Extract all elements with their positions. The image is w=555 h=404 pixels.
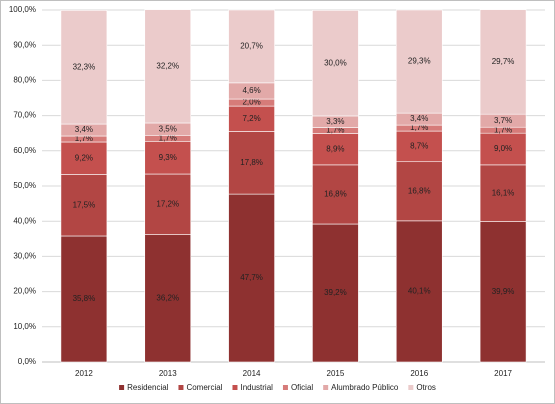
y-tick-label: 100,0% [9, 5, 36, 14]
data-label: 1,7% [410, 123, 428, 132]
data-label: 16,8% [324, 190, 347, 199]
data-label: 29,3% [408, 57, 431, 66]
data-label: 20,7% [240, 42, 263, 51]
bar-segment [228, 131, 275, 195]
y-tick-label: 70,0% [13, 111, 36, 120]
data-label: 17,8% [240, 158, 263, 167]
bar-segment [312, 164, 359, 225]
data-label: 3,4% [410, 114, 428, 123]
data-label: 39,9% [492, 287, 515, 296]
bar-segment [479, 9, 527, 115]
data-label: 3,5% [159, 124, 177, 133]
data-label: 32,3% [73, 62, 96, 71]
bar-segment [479, 221, 527, 363]
bar-segment [312, 133, 359, 166]
bar-segment [395, 220, 443, 363]
data-label: 3,4% [75, 125, 93, 134]
y-tick-label: 10,0% [13, 322, 36, 331]
data-label: 29,7% [492, 57, 515, 66]
bar-segment [395, 9, 443, 114]
bar-segment [312, 10, 359, 117]
data-label: 3,3% [326, 117, 344, 126]
data-label: 9,3% [159, 153, 177, 162]
data-label: 9,2% [75, 153, 93, 162]
y-tick-label: 50,0% [13, 181, 36, 190]
data-label: 1,7% [494, 125, 512, 134]
bar-segment [312, 223, 359, 363]
y-tick-label: 90,0% [13, 40, 36, 49]
legend-label: Alumbrado Público [331, 383, 399, 392]
data-label: 1,7% [326, 126, 344, 135]
data-label: 1,7% [159, 133, 177, 142]
y-tick-label: 0,0% [18, 357, 36, 366]
bar-segment [144, 234, 192, 363]
legend-label: Oficial [291, 383, 313, 392]
data-label: 32,2% [156, 61, 179, 70]
data-label: 8,7% [410, 142, 428, 151]
y-tick-label: 20,0% [13, 287, 36, 296]
bar-segment [60, 235, 108, 363]
bar-segment [395, 130, 443, 163]
x-tick-label: 2017 [494, 369, 512, 378]
x-tick-label: 2012 [75, 369, 93, 378]
legend-swatch [178, 385, 184, 390]
legend-swatch [282, 385, 288, 390]
data-label: 7,2% [242, 114, 260, 123]
data-label: 47,7% [240, 273, 263, 282]
data-label: 16,1% [492, 188, 515, 197]
y-tick-label: 30,0% [13, 252, 36, 261]
data-label: 40,1% [408, 287, 431, 296]
legend-label: Comercial [186, 383, 222, 392]
data-label: 2,0% [242, 98, 260, 107]
x-tick-label: 2014 [243, 369, 261, 378]
bar-segment [144, 140, 192, 175]
data-label: 3,7% [494, 116, 512, 125]
legend-label: Residencial [127, 383, 169, 392]
legend-swatch [408, 385, 414, 390]
y-tick-label: 80,0% [13, 76, 36, 85]
data-label: 1,7% [75, 134, 93, 143]
data-label: 16,8% [408, 186, 431, 195]
bar-segment [479, 164, 527, 222]
y-tick-label: 40,0% [13, 216, 36, 225]
data-label: 36,2% [156, 293, 179, 302]
bar-segment [228, 9, 275, 84]
x-tick-label: 2013 [159, 369, 177, 378]
data-label: 35,8% [73, 294, 96, 303]
bar-segment [228, 193, 275, 363]
bar-segment [144, 9, 192, 124]
data-label: 39,2% [324, 288, 347, 297]
legend-swatch [323, 385, 329, 390]
x-tick-label: 2015 [327, 369, 345, 378]
x-tick-label: 2016 [410, 369, 428, 378]
legend-label: Otros [416, 383, 436, 392]
bar-segment [228, 105, 275, 132]
bar-segment [60, 10, 108, 125]
data-label: 8,9% [326, 144, 344, 153]
bar-segment [479, 132, 527, 166]
data-label: 17,2% [156, 199, 179, 208]
data-label: 4,6% [242, 86, 260, 95]
legend-swatch [232, 385, 238, 390]
data-label: 9,0% [494, 144, 512, 153]
data-label: 17,5% [73, 200, 96, 209]
bar-segment [395, 161, 443, 222]
bar-segment [144, 173, 192, 235]
y-tick-label: 60,0% [13, 146, 36, 155]
legend-label: Industrial [240, 383, 273, 392]
legend-swatch [119, 385, 125, 390]
data-label: 30,0% [324, 58, 347, 67]
